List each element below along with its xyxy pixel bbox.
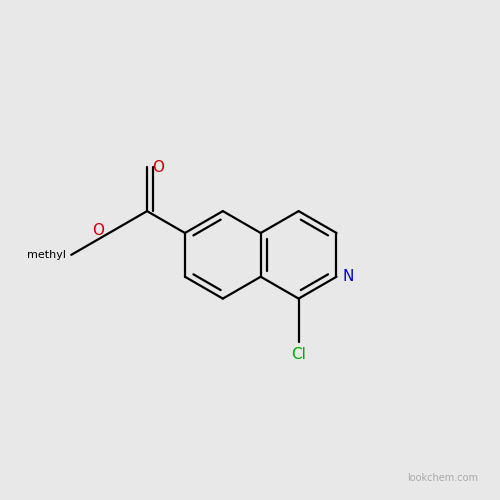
Text: O: O: [92, 223, 104, 238]
Text: N: N: [342, 269, 353, 284]
Text: O: O: [152, 160, 164, 175]
Text: lookchem.com: lookchem.com: [408, 474, 478, 484]
Text: Cl: Cl: [291, 347, 306, 362]
Text: methyl: methyl: [28, 250, 66, 260]
